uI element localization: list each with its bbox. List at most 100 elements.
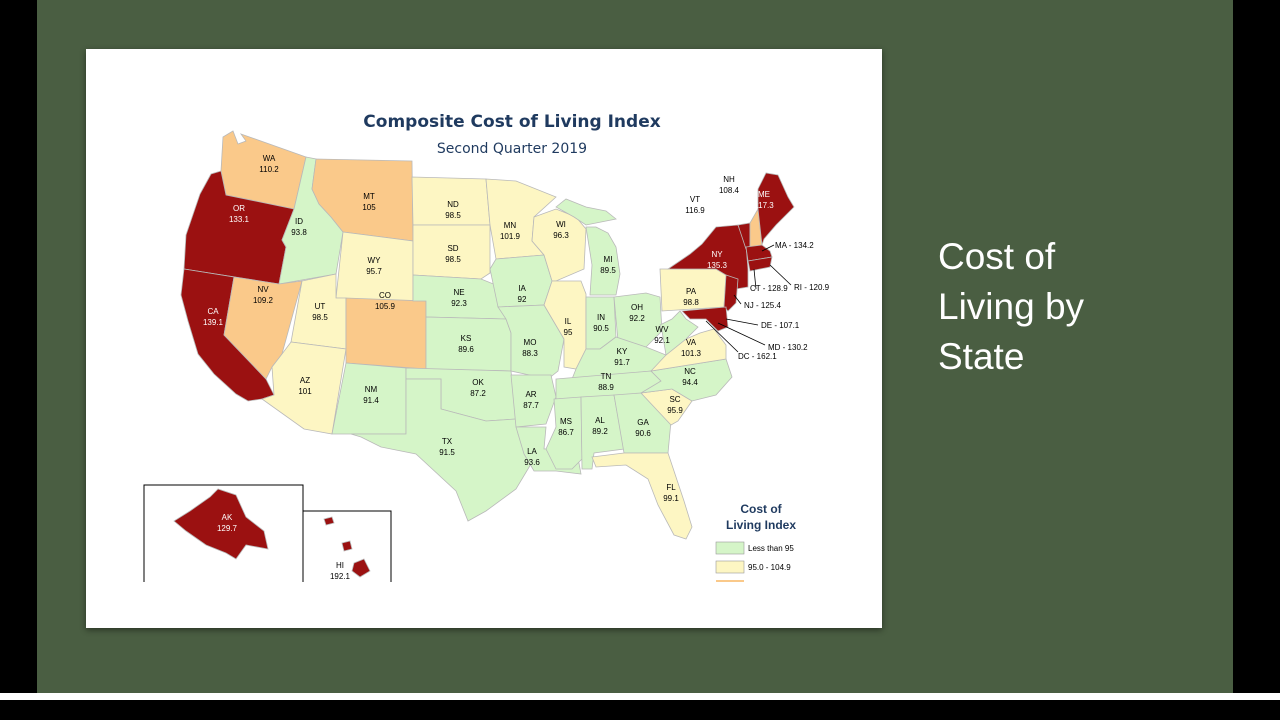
slide-title-line3: State bbox=[938, 336, 1025, 377]
label-GA-value: 90.6 bbox=[635, 429, 651, 438]
callout-MA: MA - 134.2 bbox=[775, 241, 814, 250]
leader-MA bbox=[761, 244, 775, 252]
label-OH-value: 92.2 bbox=[629, 314, 645, 323]
label-SD-abbr: SD bbox=[447, 244, 458, 253]
label-NM-abbr: NM bbox=[365, 385, 378, 394]
leader-CT bbox=[753, 268, 757, 290]
callout-DC: DC - 162.1 bbox=[738, 352, 777, 361]
leader-RI bbox=[769, 264, 792, 286]
label-AL-abbr: AL bbox=[595, 416, 605, 425]
label-VA-value: 101.3 bbox=[681, 349, 702, 358]
legend-title-line2: Living Index bbox=[726, 518, 796, 532]
us-cost-of-living-map: Composite Cost of Living Index Second Qu… bbox=[86, 112, 882, 628]
state-HI bbox=[323, 516, 371, 578]
label-AZ-abbr: AZ bbox=[300, 376, 310, 385]
label-SC-value: 95.9 bbox=[667, 406, 683, 415]
callout-RI: RI - 120.9 bbox=[794, 283, 830, 292]
state-SD bbox=[412, 224, 491, 280]
label-OK-abbr: OK bbox=[472, 378, 484, 387]
label-NE-value: 92.3 bbox=[451, 299, 467, 308]
label-IN-value: 90.5 bbox=[593, 324, 609, 333]
label-KY-abbr: KY bbox=[617, 347, 628, 356]
slide-title: Cost of Living by State bbox=[938, 232, 1158, 382]
slide-title-line2: Living by bbox=[938, 286, 1085, 327]
label-AR-value: 87.7 bbox=[523, 401, 539, 410]
state-MT bbox=[311, 158, 414, 242]
label-PA-value: 98.8 bbox=[683, 298, 699, 307]
label-IA-value: 92 bbox=[518, 295, 527, 304]
state-MI-upper bbox=[555, 198, 617, 226]
label-KS-value: 89.6 bbox=[458, 345, 474, 354]
label-OR-abbr: OR bbox=[233, 204, 245, 213]
label-HI-abbr: HI bbox=[336, 561, 344, 570]
label-TX-abbr: TX bbox=[442, 437, 453, 446]
state-TX bbox=[350, 378, 535, 522]
state-ME bbox=[757, 172, 795, 246]
callout-DE: DE - 107.1 bbox=[761, 321, 800, 330]
map-title: Composite Cost of Living Index bbox=[363, 112, 660, 132]
label-VT-abbr: VT bbox=[690, 195, 700, 204]
label-KS-abbr: KS bbox=[461, 334, 472, 343]
label-AK-value: 129.7 bbox=[217, 524, 238, 533]
state-NJ bbox=[723, 274, 739, 312]
label-AL-value: 89.2 bbox=[592, 427, 608, 436]
callout-CT: CT - 128.9 bbox=[750, 284, 788, 293]
label-SD-value: 98.5 bbox=[445, 255, 461, 264]
label-OH-abbr: OH bbox=[631, 303, 643, 312]
label-IA-abbr: IA bbox=[518, 284, 526, 293]
map-crop-area bbox=[86, 582, 882, 628]
label-AK-abbr: AK bbox=[222, 513, 233, 522]
label-WI-value: 96.3 bbox=[553, 231, 569, 240]
label-WA-value: 110.2 bbox=[259, 165, 279, 174]
leader-DE bbox=[725, 318, 759, 326]
label-NV-value: 109.2 bbox=[253, 296, 274, 305]
label-WV-value: 92.1 bbox=[654, 336, 670, 345]
label-NC-value: 94.4 bbox=[682, 378, 698, 387]
label-WY-value: 95.7 bbox=[366, 267, 382, 276]
legend-title-line1: Cost of bbox=[740, 502, 782, 516]
label-FL-value: 99.1 bbox=[663, 494, 679, 503]
label-NE-abbr: NE bbox=[453, 288, 464, 297]
label-VT-value: 116.9 bbox=[685, 206, 705, 215]
state-MD-DE bbox=[681, 306, 729, 332]
label-MI-value: 89.5 bbox=[600, 266, 616, 275]
label-GA-abbr: GA bbox=[637, 418, 649, 427]
label-LA-abbr: LA bbox=[527, 447, 537, 456]
label-MT-abbr: MT bbox=[363, 192, 375, 201]
label-UT-value: 98.5 bbox=[312, 313, 328, 322]
label-ND-value: 98.5 bbox=[445, 211, 461, 220]
label-KY-value: 91.7 bbox=[614, 358, 630, 367]
state-AZ bbox=[261, 341, 347, 435]
bottom-strip bbox=[0, 693, 1280, 700]
state-WV bbox=[659, 310, 699, 356]
label-CA-abbr: CA bbox=[207, 307, 219, 316]
label-NC-abbr: NC bbox=[684, 367, 696, 376]
label-NY-value: 135.3 bbox=[707, 261, 728, 270]
label-WI-abbr: WI bbox=[556, 220, 566, 229]
label-ND-abbr: ND bbox=[447, 200, 459, 209]
state-VA bbox=[649, 328, 727, 372]
callout-MD: MD - 130.2 bbox=[768, 343, 808, 352]
state-NY bbox=[666, 224, 749, 290]
slide-title-line1: Cost of bbox=[938, 236, 1056, 277]
label-TX-value: 91.5 bbox=[439, 448, 455, 457]
label-TN-value: 88.9 bbox=[598, 383, 614, 392]
label-ID-value: 93.8 bbox=[291, 228, 307, 237]
map-legend: Cost of Living Index Less than 95 95.0 -… bbox=[715, 502, 796, 584]
label-IL-value: 95 bbox=[564, 328, 573, 337]
leader-DC bbox=[705, 320, 739, 353]
label-NH-abbr: NH bbox=[723, 175, 735, 184]
label-TN-abbr: TN bbox=[601, 372, 612, 381]
label-MO-value: 88.3 bbox=[522, 349, 538, 358]
label-CO-abbr: CO bbox=[379, 291, 391, 300]
label-IL-abbr: IL bbox=[565, 317, 572, 326]
label-NH-value: 108.4 bbox=[719, 186, 740, 195]
label-WY-abbr: WY bbox=[368, 256, 382, 265]
map-image-frame: Composite Cost of Living Index Second Qu… bbox=[86, 49, 882, 628]
legend-swatch-mid bbox=[715, 560, 745, 574]
state-KS bbox=[425, 316, 512, 372]
state-FL bbox=[591, 452, 693, 540]
label-HI-value: 192.1 bbox=[330, 572, 351, 581]
label-SC-abbr: SC bbox=[669, 395, 680, 404]
state-MI bbox=[585, 226, 621, 296]
